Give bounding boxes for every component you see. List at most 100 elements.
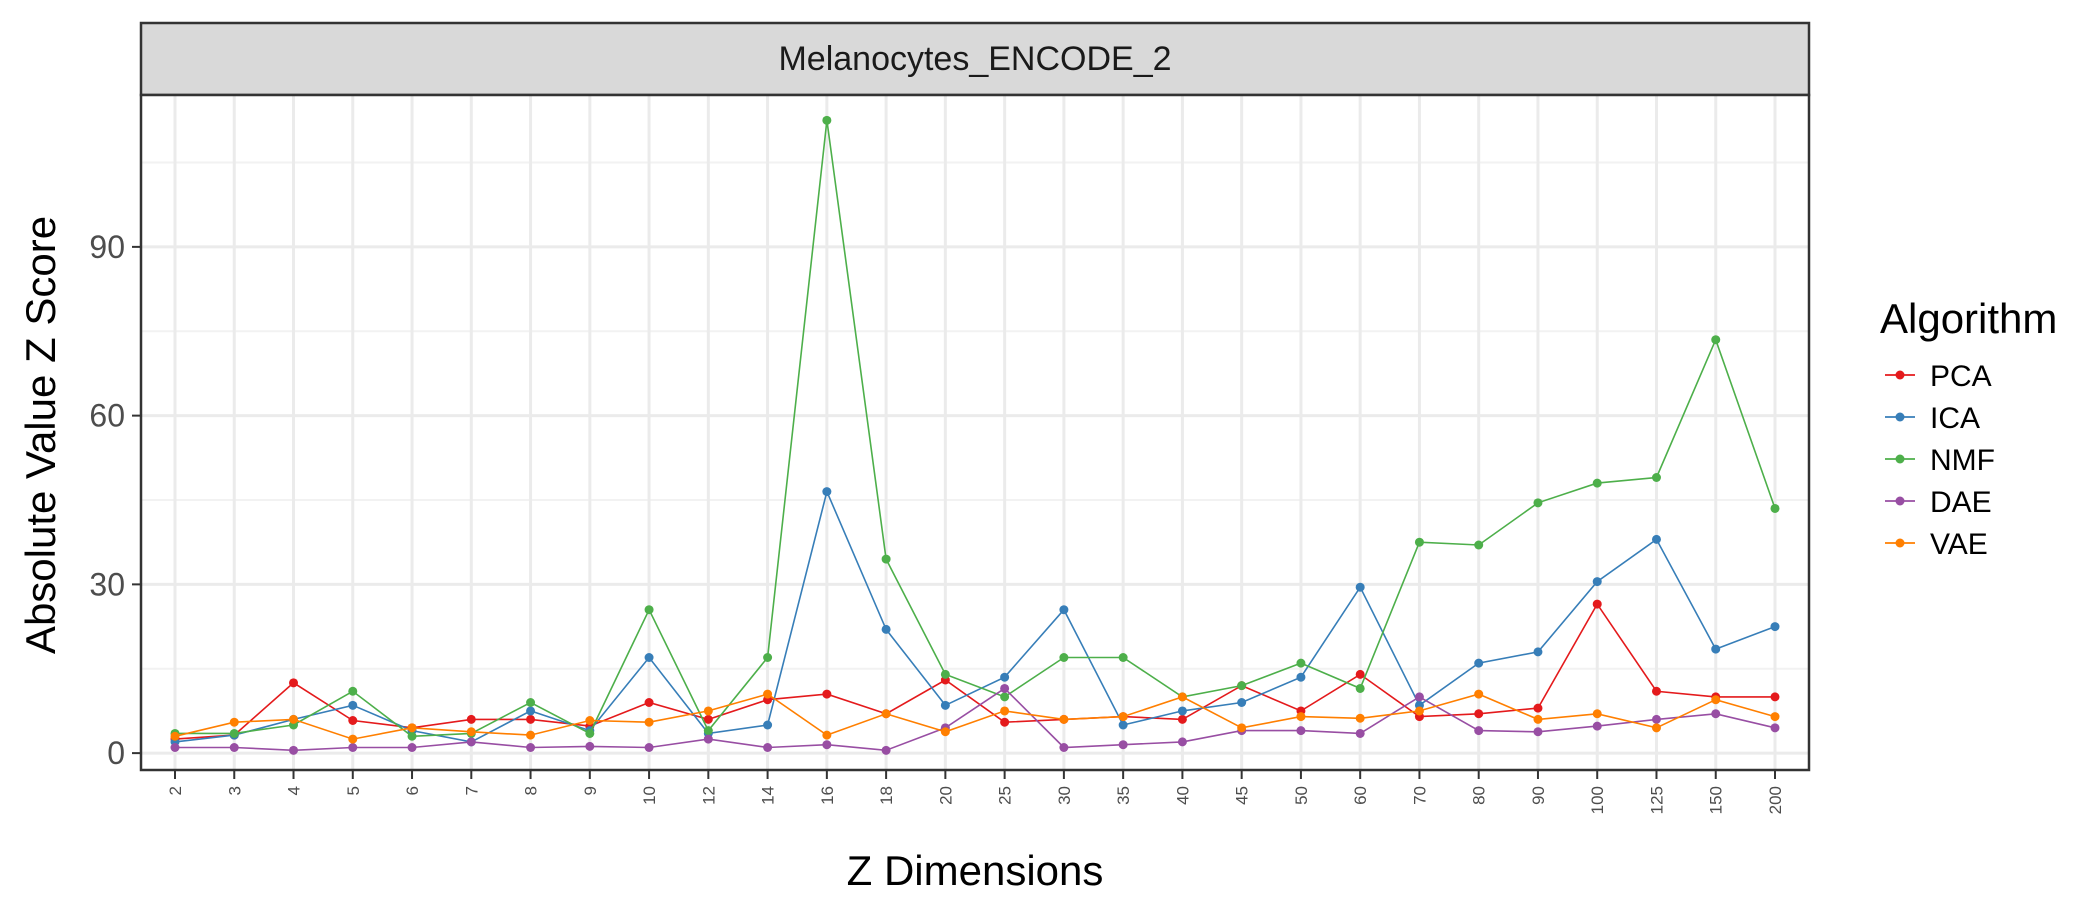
data-point-ica <box>822 487 832 497</box>
data-point-nmf <box>1474 540 1484 550</box>
x-axis: 2 3 4 5 6 7 8 9 10 12 14 16 18 20 25 30 35 40 45 50 60 70 80 90… <box>166 770 1785 814</box>
data-point-dae <box>1355 728 1365 738</box>
x-tick-label: 125 <box>1647 786 1666 814</box>
legend-key-point <box>1895 412 1905 422</box>
data-point-nmf <box>1770 503 1780 513</box>
data-point-pca <box>348 716 358 725</box>
data-point-nmf <box>1711 335 1721 345</box>
data-point-dae <box>763 743 773 752</box>
x-tick-label: 35 <box>1114 786 1133 805</box>
x-tick-label: 30 <box>1055 786 1074 805</box>
data-point-ica <box>1474 658 1484 668</box>
y-axis-title: Absolute Value Z Score <box>17 216 64 654</box>
data-point-pca <box>822 689 832 699</box>
x-tick-label: 90 <box>1529 786 1548 805</box>
y-tick-label: 30 <box>89 566 125 602</box>
x-axis-title: Z Dimensions <box>847 847 1104 894</box>
data-point-dae <box>1296 726 1306 736</box>
data-point-pca <box>644 698 654 707</box>
data-point-ica <box>526 706 536 716</box>
x-tick-label: 7 <box>462 786 481 795</box>
data-point-ica <box>644 653 654 662</box>
legend-label: ICA <box>1930 402 1980 435</box>
data-point-nmf <box>940 669 950 679</box>
data-point-vae <box>1770 712 1780 722</box>
data-point-nmf <box>1592 478 1602 488</box>
data-point-dae <box>585 741 595 751</box>
x-tick-label: 3 <box>225 786 244 795</box>
data-point-dae <box>170 743 180 752</box>
data-point-dae <box>1592 721 1602 731</box>
grid-minor <box>141 161 1809 670</box>
x-tick-label: 4 <box>285 786 304 795</box>
legend-item-ica: ICA <box>1885 402 1980 435</box>
data-point-vae <box>644 717 654 727</box>
x-tick-label: 40 <box>1173 786 1192 805</box>
data-point-vae <box>703 706 713 716</box>
data-point-nmf <box>1118 653 1128 662</box>
data-point-vae <box>1414 706 1424 716</box>
data-point-dae <box>1118 740 1128 750</box>
data-point-vae <box>585 716 595 725</box>
data-point-dae <box>1533 727 1543 737</box>
data-point-dae <box>644 743 654 752</box>
data-point-ica <box>1000 672 1010 682</box>
data-point-ica <box>1711 644 1721 654</box>
x-tick-label: 50 <box>1292 786 1311 805</box>
x-tick-label: 16 <box>818 786 837 805</box>
data-point-nmf <box>1000 692 1010 702</box>
data-point-pca <box>1651 686 1661 696</box>
data-point-vae <box>1592 709 1602 719</box>
x-tick-label: 45 <box>1233 786 1252 805</box>
legend-label: VAE <box>1930 528 1988 561</box>
data-point-dae <box>703 734 713 744</box>
legend-item-dae: DAE <box>1885 486 1992 519</box>
data-point-ica <box>1355 582 1365 592</box>
x-tick-label: 12 <box>699 786 718 805</box>
data-point-dae <box>1177 737 1187 747</box>
data-point-vae <box>1651 723 1661 733</box>
data-point-vae <box>229 717 239 727</box>
data-point-dae <box>229 743 239 752</box>
data-point-nmf <box>1355 683 1365 693</box>
data-point-nmf <box>348 686 358 696</box>
series-dae <box>170 683 1780 755</box>
legend-key-point <box>1895 496 1905 506</box>
data-point-vae <box>1059 714 1069 724</box>
legend: Algorithm PCA ICA NMF DAE VAE <box>1880 295 2057 561</box>
data-point-pca <box>1000 717 1010 727</box>
x-tick-label: 5 <box>344 786 363 795</box>
data-point-ica <box>881 624 891 634</box>
data-point-dae <box>881 745 891 755</box>
x-tick-label: 200 <box>1766 786 1785 814</box>
x-tick-label: 6 <box>403 786 422 795</box>
data-point-pca <box>1474 709 1484 719</box>
x-tick-label: 14 <box>759 786 778 805</box>
data-point-nmf <box>585 728 595 738</box>
data-point-nmf <box>229 728 239 738</box>
data-point-pca <box>466 714 476 724</box>
series-line-vae <box>174 693 1776 740</box>
data-point-dae <box>466 737 476 747</box>
data-point-ica <box>1237 698 1247 707</box>
data-point-pca <box>1177 714 1187 724</box>
plot-panel <box>141 95 1809 770</box>
data-point-nmf <box>822 115 832 125</box>
data-point-dae <box>1000 683 1010 693</box>
data-point-dae <box>407 743 417 752</box>
data-point-nmf <box>526 698 536 707</box>
data-point-nmf <box>1533 498 1543 508</box>
legend-key-point <box>1895 538 1905 548</box>
series-layer <box>170 115 1780 755</box>
data-point-dae <box>822 740 832 750</box>
legend-label: NMF <box>1930 444 1995 477</box>
legend-items: PCA ICA NMF DAE VAE <box>1885 360 1995 561</box>
data-point-pca <box>526 714 536 724</box>
data-point-vae <box>170 731 180 741</box>
data-point-dae <box>1414 692 1424 702</box>
data-point-pca <box>1533 703 1543 713</box>
x-tick-label: 8 <box>522 786 541 795</box>
data-point-dae <box>1711 709 1721 719</box>
data-point-vae <box>466 727 476 737</box>
legend-title: Algorithm <box>1880 295 2057 342</box>
